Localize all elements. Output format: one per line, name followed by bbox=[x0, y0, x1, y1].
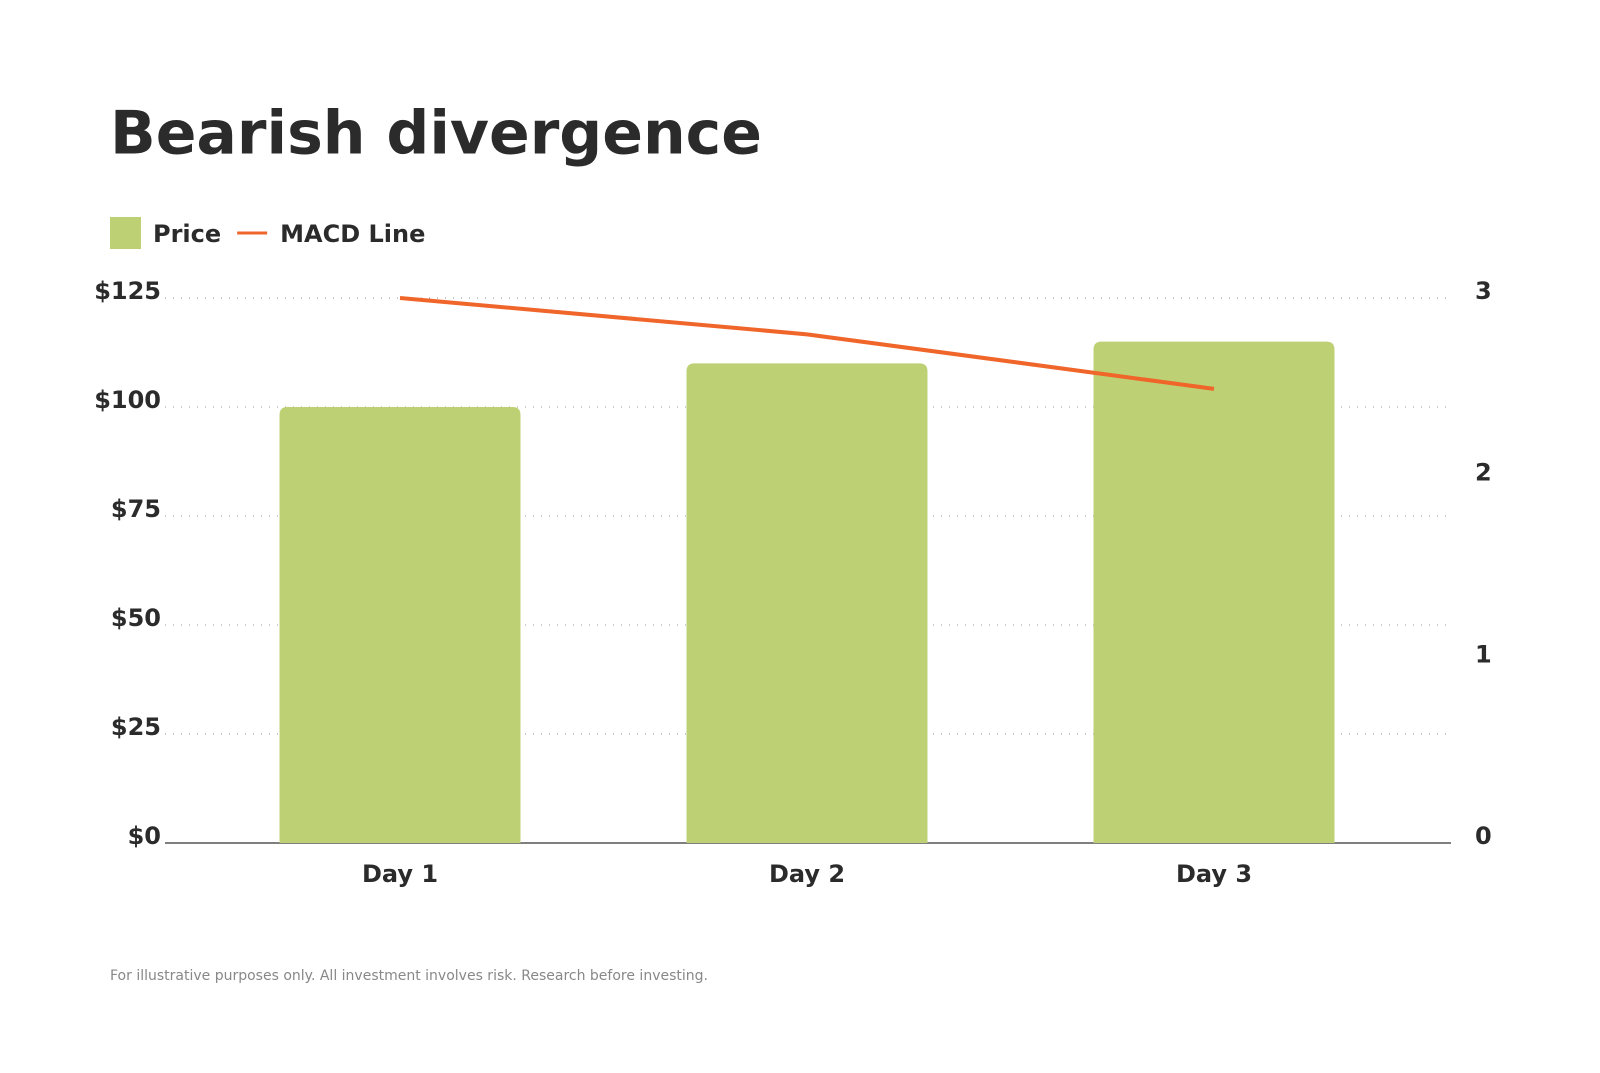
y-tick-label: $50 bbox=[111, 604, 161, 632]
x-tick-label: Day 2 bbox=[769, 860, 845, 888]
y-tick-label: $125 bbox=[94, 277, 161, 305]
y2-tick-label: 3 bbox=[1475, 277, 1492, 305]
y-tick-label: $100 bbox=[94, 386, 161, 414]
bar bbox=[279, 407, 521, 843]
legend-label: MACD Line bbox=[280, 220, 425, 248]
x-tick-label: Day 1 bbox=[362, 860, 438, 888]
y-tick-label: $0 bbox=[128, 822, 161, 850]
bar bbox=[1093, 341, 1335, 843]
legend-swatch bbox=[110, 217, 141, 249]
x-tick-label: Day 3 bbox=[1176, 860, 1252, 888]
macd-line bbox=[399, 296, 1215, 391]
y-tick-label: $25 bbox=[111, 713, 161, 741]
y2-tick-label: 2 bbox=[1475, 459, 1492, 487]
chart-title: Bearish divergence bbox=[110, 99, 762, 169]
y2-tick-label: 0 bbox=[1475, 822, 1492, 850]
legend-label: Price bbox=[153, 220, 221, 248]
bar bbox=[686, 363, 928, 843]
y2-tick-label: 1 bbox=[1475, 640, 1492, 668]
footnote: For illustrative purposes only. All inve… bbox=[110, 968, 708, 984]
y-tick-label: $75 bbox=[111, 495, 161, 523]
